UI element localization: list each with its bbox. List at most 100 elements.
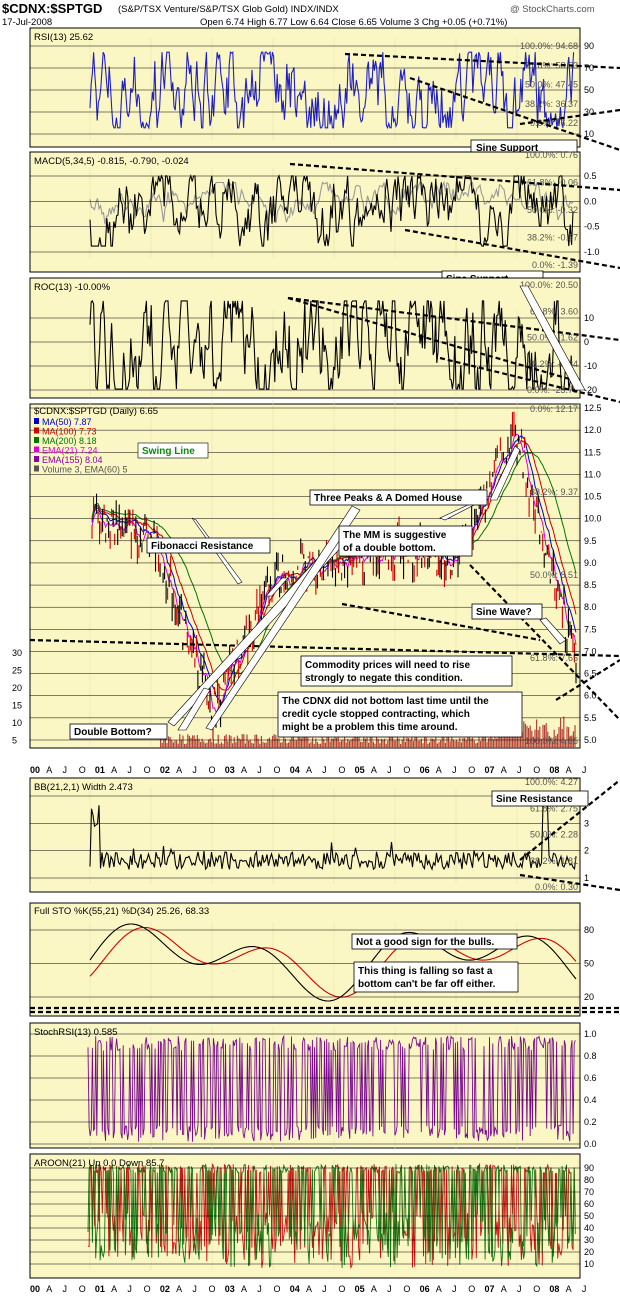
x-axis-label: 02 — [160, 1284, 170, 1294]
volume-bar — [172, 742, 174, 748]
volume-bar — [283, 735, 285, 748]
volume-bar — [217, 734, 219, 748]
macd-fib-label: 61.8%: -0.06 — [527, 178, 578, 188]
volume-bar — [484, 736, 486, 748]
stochrsi-tick: 0.0 — [584, 1139, 597, 1149]
x-axis-label: 01 — [95, 765, 105, 775]
volume-bar — [561, 728, 563, 748]
x-axis-label: A — [111, 1284, 117, 1294]
volume-bar — [187, 734, 189, 748]
roc-line — [89, 300, 574, 391]
bb-tick: 2 — [584, 846, 589, 856]
volume-bar — [574, 725, 576, 748]
volume-bar — [473, 740, 475, 748]
sine-wave-note: Sine Wave? — [476, 607, 532, 618]
volume-bar — [422, 743, 424, 748]
volume-bar — [486, 741, 488, 748]
sto-bulls-note: Not a good sign for the bulls. — [356, 937, 495, 948]
double-bottom-note: Double Bottom? — [74, 727, 152, 738]
volume-bar — [166, 742, 168, 748]
x-axis-label: J — [127, 1284, 131, 1294]
x-axis-label: 00 — [30, 765, 40, 775]
stochrsi-tick: 1.0 — [584, 1029, 597, 1039]
volume-bar — [304, 736, 306, 748]
x-axis-label: O — [403, 765, 410, 775]
volume-bar — [480, 740, 482, 748]
price-tick: 9.5 — [584, 536, 597, 546]
x-axis-label: J — [322, 765, 327, 775]
x-axis-label: J — [62, 765, 67, 775]
volume-bar — [345, 742, 347, 748]
mm-note-line2: of a double bottom. — [343, 543, 436, 554]
volume-bar — [566, 726, 568, 748]
x-axis-label: A — [436, 765, 442, 775]
roc-tick: -10 — [584, 361, 597, 371]
x-axis-label: J — [387, 765, 392, 775]
volume-bar — [492, 739, 494, 748]
volume-bar — [201, 738, 203, 748]
volume-bar — [318, 743, 320, 748]
macd-panel: 0.5 0.0 -0.5 -1.0 100.0%: 0.76 61.8%: -0.06 5… — [29, 150, 620, 287]
rsi-fib-label: 38.2%: 36.37 — [525, 99, 578, 109]
x-axis-label: A — [371, 765, 377, 775]
price-tick: 7.5 — [584, 624, 597, 634]
volume-bar — [320, 743, 322, 748]
volume-bar — [457, 741, 459, 748]
volume-bar — [280, 742, 282, 748]
legend-item: MA(50) 7.87 — [42, 417, 92, 427]
volume-bar — [428, 742, 430, 748]
volume-bar — [550, 737, 552, 748]
volume-bar — [425, 737, 427, 748]
legend-item: EMA(21) 7.24 — [42, 446, 98, 456]
price-tick: 10.5 — [584, 492, 602, 502]
rsi-sine-support-note: Sine Support — [476, 143, 539, 154]
rsi-tick: 90 — [584, 41, 594, 51]
aroon-tick: 20 — [584, 1247, 594, 1257]
volume-bar — [288, 742, 290, 748]
volume-bar — [438, 741, 440, 748]
rsi-tick: 50 — [584, 85, 594, 95]
volume-bar — [225, 734, 227, 748]
rsi-fib-label: 61.8%: 58.53 — [525, 60, 578, 70]
volume-bar — [352, 738, 354, 748]
volume-bar — [507, 736, 509, 748]
roc-tick: -20 — [584, 385, 597, 395]
x-axis-label: O — [468, 1284, 475, 1294]
volume-bar — [499, 731, 501, 748]
volume-bar — [203, 741, 205, 748]
volume-bar — [531, 730, 533, 748]
volume-bar — [281, 742, 283, 748]
volume-bar — [228, 734, 230, 748]
legend-item: Volume 3, EMA(60) 5 — [42, 465, 128, 475]
stochrsi-tick: 0.8 — [584, 1051, 597, 1061]
roc-fib-label: 38.2%: -6.84 — [527, 359, 578, 369]
volume-bar — [214, 743, 216, 748]
volume-bar — [377, 738, 379, 748]
volume-bar — [262, 741, 264, 748]
aroon-panel: 90 80 70 60 50 40 30 20 10 AROON(21) Up 0.0 Down… — [29, 1153, 594, 1279]
roc-tick: 0 — [584, 337, 589, 347]
rsi-line — [89, 50, 575, 130]
volume-bar — [476, 742, 478, 748]
volume-bar — [564, 739, 566, 748]
x-axis-label: J — [387, 1284, 392, 1294]
x-axis-label: A — [566, 765, 572, 775]
legend-swatch — [34, 446, 39, 453]
volume-bar — [451, 736, 453, 748]
volume-tick: 5 — [12, 736, 17, 746]
volume-bar — [488, 738, 490, 748]
bb-tick: 3 — [584, 818, 589, 828]
rsi-tick: 70 — [584, 63, 594, 73]
volume-bar — [193, 735, 195, 748]
volume-bar — [372, 741, 374, 748]
volume-bar — [374, 743, 376, 748]
rsi-panel: 90 70 50 30 10 100.0%: 94.68 61.8%: 58.53 50.0… — [29, 27, 620, 156]
volume-bar — [265, 742, 267, 748]
sto-tick: 80 — [584, 925, 594, 935]
volume-bar — [548, 735, 550, 748]
x-axis-label: A — [46, 1284, 52, 1294]
volume-bar — [542, 724, 544, 748]
volume-bar — [300, 738, 302, 748]
volume-bar — [404, 741, 406, 748]
